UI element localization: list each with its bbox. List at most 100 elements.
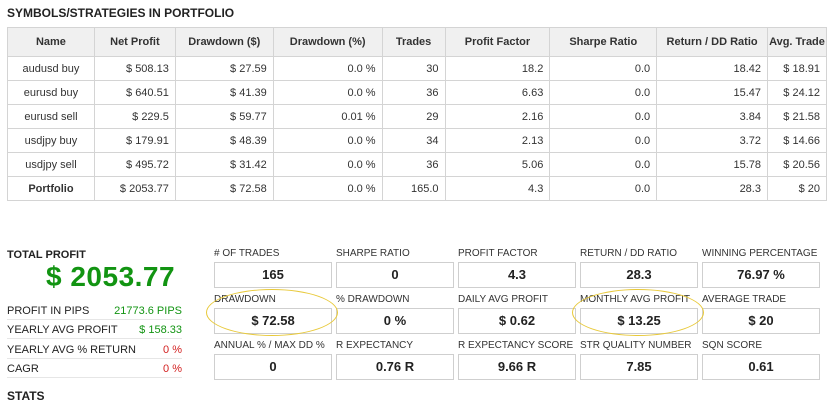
yearly-avg-return-label: YEARLY AVG % RETURN xyxy=(7,344,136,356)
metric-profit-factor: PROFIT FACTOR 4.3 xyxy=(458,248,576,288)
metric-value: 0 % xyxy=(336,308,454,334)
portfolio-table: Name Net Profit Drawdown ($) Drawdown (%… xyxy=(7,27,828,201)
metric-value: 28.3 xyxy=(580,262,698,288)
metric-annual-max-dd: ANNUAL % / MAX DD % 0 xyxy=(214,340,332,380)
cell-drawdown-pct: 0.01 % xyxy=(272,104,383,129)
cell-trades: 36 xyxy=(381,152,446,177)
cell-net-profit: $ 508.13 xyxy=(93,56,176,81)
cell-return-dd-ratio: 15.47 xyxy=(656,80,768,105)
metric-label: DRAWDOWN xyxy=(214,294,276,305)
profit-in-pips-row: PROFIT IN PIPS 21773.6 PIPS xyxy=(7,302,182,320)
metric-value: $ 72.58 xyxy=(214,308,332,334)
cell-avg-trade: $ 20.56 xyxy=(766,152,828,177)
profit-in-pips-label: PROFIT IN PIPS xyxy=(7,305,90,317)
cell-name: eurusd sell xyxy=(7,104,95,129)
column-header-avg-trade[interactable]: Avg. Trade xyxy=(766,27,828,57)
column-header-net-profit[interactable]: Net Profit xyxy=(93,27,176,57)
metric-average-trade: AVERAGE TRADE $ 20 xyxy=(702,294,820,334)
metric-monthly-avg-profit: MONTHLY AVG PROFIT $ 13.25 xyxy=(580,294,698,334)
table-row: eurusd buy $ 640.51 $ 41.39 0.0 % 36 6.6… xyxy=(7,80,828,105)
metric-label: WINNING PERCENTAGE xyxy=(702,248,818,259)
cell-drawdown-usd: $ 31.42 xyxy=(174,152,274,177)
metric-label: # OF TRADES xyxy=(214,248,280,259)
cell-drawdown-pct: 0.0 % xyxy=(272,152,383,177)
total-profit-value: $ 2053.77 xyxy=(46,261,176,292)
yearly-avg-profit-label: YEARLY AVG PROFIT xyxy=(7,324,118,336)
table-row: usdjpy buy $ 179.91 $ 48.39 0.0 % 34 2.1… xyxy=(7,128,828,153)
metric-label: SQN SCORE xyxy=(702,340,763,351)
column-header-profit-factor[interactable]: Profit Factor xyxy=(444,27,551,57)
metric-value: 4.3 xyxy=(458,262,576,288)
metric-value: 165 xyxy=(214,262,332,288)
yearly-avg-return-value: 0 % xyxy=(163,344,182,356)
cell-trades: 34 xyxy=(381,128,446,153)
cell-name: audusd buy xyxy=(7,56,95,81)
cell-return-dd-ratio: 28.3 xyxy=(656,176,768,201)
cell-net-profit: $ 229.5 xyxy=(93,104,176,129)
metric-str-quality-number: STR QUALITY NUMBER 7.85 xyxy=(580,340,698,380)
cell-return-dd-ratio: 3.72 xyxy=(656,128,768,153)
table-row-portfolio-total: Portfolio $ 2053.77 $ 72.58 0.0 % 165.0 … xyxy=(7,176,828,201)
cagr-value: 0 % xyxy=(163,363,182,375)
cell-drawdown-usd: $ 41.39 xyxy=(174,80,274,105)
metric-pct-drawdown: % DRAWDOWN 0 % xyxy=(336,294,454,334)
metric-sharpe-ratio: SHARPE RATIO 0 xyxy=(336,248,454,288)
cagr-row: CAGR 0 % xyxy=(7,360,182,378)
metric-label: AVERAGE TRADE xyxy=(702,294,787,305)
cell-drawdown-pct: 0.0 % xyxy=(272,80,383,105)
cell-drawdown-pct: 0.0 % xyxy=(272,56,383,81)
cell-sharpe-ratio: 0.0 xyxy=(549,128,658,153)
cell-drawdown-usd: $ 27.59 xyxy=(174,56,274,81)
column-header-drawdown-pct[interactable]: Drawdown (%) xyxy=(272,27,383,57)
column-header-trades[interactable]: Trades xyxy=(381,27,446,57)
cell-drawdown-usd: $ 48.39 xyxy=(174,128,274,153)
cell-drawdown-pct: 0.0 % xyxy=(272,176,383,201)
cell-net-profit: $ 640.51 xyxy=(93,80,176,105)
metric-daily-avg-profit: DAILY AVG PROFIT $ 0.62 xyxy=(458,294,576,334)
metric-label: R EXPECTANCY SCORE xyxy=(458,340,574,351)
metric-value: 0.61 xyxy=(702,354,820,380)
metric-label: R EXPECTANCY xyxy=(336,340,414,351)
cell-sharpe-ratio: 0.0 xyxy=(549,56,658,81)
cell-trades: 165.0 xyxy=(381,176,446,201)
metric-num-trades: # OF TRADES 165 xyxy=(214,248,332,288)
metric-value: 9.66 R xyxy=(458,354,576,380)
cell-profit-factor: 2.16 xyxy=(444,104,551,129)
column-header-name[interactable]: Name xyxy=(7,27,95,57)
stats-section-title: STATS xyxy=(7,389,45,403)
cell-avg-trade: $ 20 xyxy=(766,176,828,201)
metric-label: DAILY AVG PROFIT xyxy=(458,294,549,305)
portfolio-section-title: SYMBOLS/STRATEGIES IN PORTFOLIO xyxy=(7,6,235,20)
cell-profit-factor: 6.63 xyxy=(444,80,551,105)
metric-return-dd-ratio: RETURN / DD RATIO 28.3 xyxy=(580,248,698,288)
cell-profit-factor: 4.3 xyxy=(444,176,551,201)
column-header-sharpe-ratio[interactable]: Sharpe Ratio xyxy=(549,27,658,57)
metric-winning-percentage: WINNING PERCENTAGE 76.97 % xyxy=(702,248,820,288)
yearly-avg-return-row: YEARLY AVG % RETURN 0 % xyxy=(7,341,182,359)
cell-drawdown-usd: $ 59.77 xyxy=(174,104,274,129)
metric-value: $ 0.62 xyxy=(458,308,576,334)
cell-sharpe-ratio: 0.0 xyxy=(549,152,658,177)
metric-label: PROFIT FACTOR xyxy=(458,248,538,259)
column-header-drawdown-usd[interactable]: Drawdown ($) xyxy=(174,27,274,57)
cagr-label: CAGR xyxy=(7,363,39,375)
cell-avg-trade: $ 14.66 xyxy=(766,128,828,153)
metric-value: 7.85 xyxy=(580,354,698,380)
column-header-return-dd-ratio[interactable]: Return / DD Ratio xyxy=(656,27,768,57)
metric-label: SHARPE RATIO xyxy=(336,248,410,259)
cell-trades: 36 xyxy=(381,80,446,105)
cell-name: usdjpy buy xyxy=(7,128,95,153)
yearly-avg-profit-row: YEARLY AVG PROFIT $ 158.33 xyxy=(7,321,182,339)
cell-net-profit: $ 2053.77 xyxy=(93,176,176,201)
metric-value: 0 xyxy=(336,262,454,288)
profit-in-pips-value: 21773.6 PIPS xyxy=(114,305,182,317)
cell-profit-factor: 5.06 xyxy=(444,152,551,177)
cell-name: Portfolio xyxy=(7,176,95,201)
total-profit-label: TOTAL PROFIT xyxy=(7,249,86,261)
metric-r-expectancy: R EXPECTANCY 0.76 R xyxy=(336,340,454,380)
cell-return-dd-ratio: 3.84 xyxy=(656,104,768,129)
table-row: eurusd sell $ 229.5 $ 59.77 0.01 % 29 2.… xyxy=(7,104,828,129)
metric-sqn-score: SQN SCORE 0.61 xyxy=(702,340,820,380)
cell-net-profit: $ 179.91 xyxy=(93,128,176,153)
cell-trades: 30 xyxy=(381,56,446,81)
